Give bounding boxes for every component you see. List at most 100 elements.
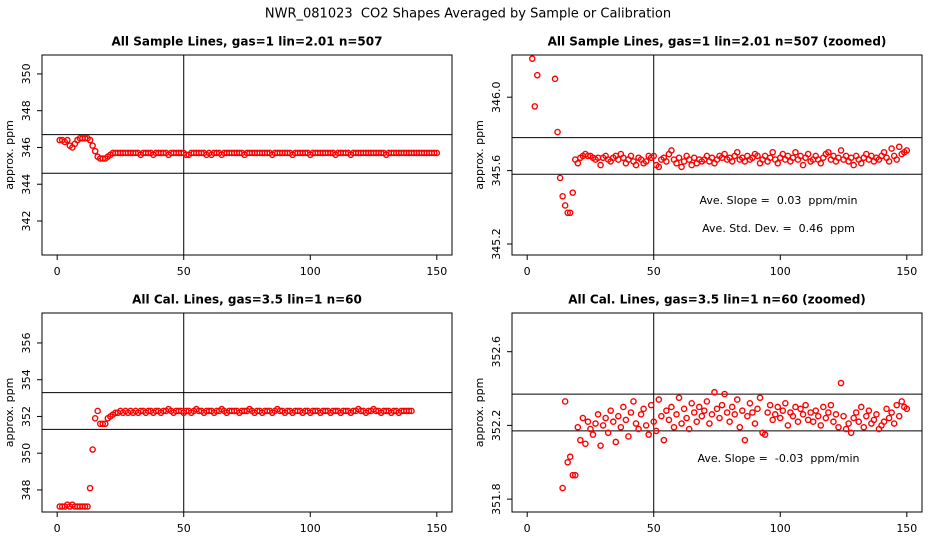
point bbox=[784, 422, 792, 429]
point bbox=[652, 427, 660, 435]
point bbox=[893, 156, 900, 163]
point bbox=[534, 71, 541, 79]
point bbox=[812, 407, 820, 414]
point bbox=[825, 148, 832, 156]
point bbox=[602, 414, 609, 422]
point bbox=[574, 423, 582, 431]
point bbox=[660, 436, 668, 444]
panel-title: All Cal. Lines, gas=3.5 lin=1 n=60 (zoom… bbox=[568, 293, 866, 307]
point bbox=[893, 401, 900, 409]
x-tick-label: 100 bbox=[300, 265, 321, 278]
point bbox=[769, 148, 776, 156]
point bbox=[622, 416, 630, 424]
point bbox=[680, 405, 688, 413]
point bbox=[718, 401, 726, 409]
point bbox=[746, 399, 754, 407]
x-tick-label: 0 bbox=[524, 265, 531, 278]
x-tick-label: 50 bbox=[177, 522, 191, 535]
point bbox=[84, 503, 91, 510]
point bbox=[89, 446, 96, 453]
point bbox=[561, 398, 569, 405]
point bbox=[817, 159, 825, 167]
point bbox=[640, 405, 647, 413]
point bbox=[766, 401, 774, 409]
point bbox=[764, 409, 771, 416]
y-tick-label: 342 bbox=[20, 210, 33, 231]
point bbox=[817, 422, 825, 429]
point bbox=[668, 147, 675, 154]
point bbox=[642, 422, 650, 429]
point bbox=[888, 409, 895, 416]
point bbox=[819, 403, 827, 411]
point bbox=[597, 161, 604, 169]
point bbox=[632, 420, 640, 427]
point bbox=[675, 154, 683, 162]
point bbox=[771, 411, 779, 418]
point bbox=[582, 440, 589, 448]
point bbox=[584, 418, 592, 426]
y-tick-label: 348 bbox=[20, 479, 33, 500]
point bbox=[860, 423, 868, 431]
point bbox=[804, 150, 812, 158]
point bbox=[751, 420, 759, 427]
annotation: Ave. Slope = -0.03 ppm/min bbox=[698, 452, 860, 465]
point bbox=[870, 416, 878, 424]
point bbox=[531, 103, 539, 110]
figure-title: NWR_081023 CO2 Shapes Averaged by Sample… bbox=[265, 7, 671, 22]
point bbox=[840, 412, 847, 420]
point bbox=[99, 420, 107, 428]
point bbox=[703, 398, 711, 405]
point bbox=[898, 398, 906, 405]
point bbox=[721, 150, 728, 158]
x-tick-label: 0 bbox=[54, 522, 61, 535]
point bbox=[721, 390, 728, 398]
point bbox=[733, 148, 741, 156]
point bbox=[857, 403, 865, 411]
point bbox=[809, 418, 817, 426]
point bbox=[609, 418, 617, 426]
point bbox=[857, 159, 865, 167]
y-tick-label: 352.2 bbox=[490, 410, 503, 442]
annotation: Ave. Slope = 0.03 ppm/min bbox=[700, 194, 858, 207]
point bbox=[830, 418, 837, 426]
point bbox=[852, 409, 860, 416]
point bbox=[850, 414, 857, 422]
point bbox=[571, 471, 579, 479]
point bbox=[642, 158, 650, 165]
x-tick-label: 100 bbox=[770, 522, 791, 535]
point bbox=[637, 411, 645, 418]
point bbox=[604, 429, 612, 437]
point bbox=[645, 431, 652, 438]
point bbox=[880, 148, 888, 156]
y-axis-label: approx. ppm bbox=[3, 378, 16, 448]
point bbox=[865, 407, 873, 414]
point bbox=[665, 416, 673, 424]
point bbox=[612, 438, 620, 446]
point bbox=[627, 152, 635, 160]
y-tick-label: 350 bbox=[20, 63, 33, 84]
point bbox=[888, 145, 895, 152]
point bbox=[850, 161, 857, 169]
point bbox=[880, 418, 888, 426]
y-tick-label: 346.0 bbox=[490, 81, 503, 113]
point bbox=[690, 409, 698, 416]
x-tick-label: 0 bbox=[54, 265, 61, 278]
point bbox=[728, 403, 736, 411]
point bbox=[726, 418, 733, 426]
y-tick-label: 354 bbox=[20, 369, 33, 390]
point bbox=[678, 420, 685, 427]
point bbox=[741, 436, 749, 444]
point bbox=[561, 202, 569, 209]
point bbox=[564, 209, 571, 217]
x-tick-label: 150 bbox=[426, 265, 447, 278]
point bbox=[749, 409, 756, 416]
point bbox=[528, 55, 536, 62]
x-tick-label: 50 bbox=[647, 522, 661, 535]
annotation: Ave. Std. Dev. = 0.46 ppm bbox=[702, 222, 855, 235]
point bbox=[863, 412, 870, 420]
point bbox=[89, 142, 96, 149]
point bbox=[551, 75, 559, 83]
point bbox=[430, 149, 438, 157]
